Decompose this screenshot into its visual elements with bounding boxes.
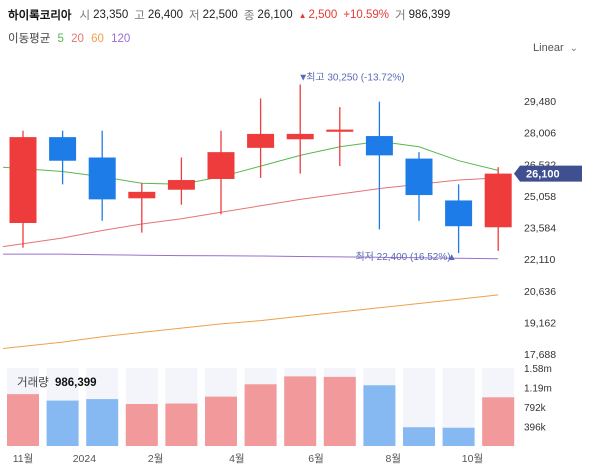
candle-body[interactable] (88, 157, 116, 200)
volume-label: 거 (395, 10, 406, 22)
moving-average-legend[interactable]: 이동평균 5 20 60 120 (8, 30, 130, 46)
candle-body[interactable] (9, 137, 37, 223)
high-value: 26,400 (147, 9, 184, 21)
ma5-legend: 5 (57, 33, 64, 45)
ma20-legend: 20 (71, 33, 84, 45)
x-tick-label: 2024 (73, 453, 97, 465)
y-tick-label: 22,110 (524, 254, 555, 266)
volume-panel-value: 986,399 (54, 377, 97, 389)
volume-bar (363, 385, 396, 446)
scale-dropdown[interactable]: Linear ⌄ (533, 42, 578, 54)
candle-body[interactable] (445, 200, 473, 227)
min-annotation: 최저 22,400 (16.52%) (355, 251, 450, 263)
x-tick-label: 11월 (13, 453, 34, 465)
candle-body[interactable] (167, 180, 195, 190)
current-price-tag: 26,100 (514, 165, 582, 182)
quote-header: 하이록코리아 시 23,350 고 26,400 저 22,500 종 26,1… (8, 6, 456, 24)
high-label: 고 (134, 10, 145, 22)
volume-tick-label: 1.19m (524, 383, 552, 394)
y-tick-label: 20,636 (524, 286, 556, 298)
scale-label: Linear (533, 42, 564, 54)
candle-body[interactable] (326, 129, 354, 132)
close-label: 종 (243, 10, 255, 22)
candles (9, 84, 512, 254)
candle-body[interactable] (49, 137, 77, 161)
min-marker-icon: ▲ (447, 252, 457, 263)
y-tick-label: 23,584 (524, 223, 556, 235)
volume-bar (482, 397, 515, 446)
volume-bar (205, 396, 237, 446)
volume-bar (46, 400, 79, 446)
volume-bars (7, 368, 515, 446)
volume-bar (403, 427, 435, 446)
open-label: 시 (79, 10, 91, 22)
volume-panel-title: 거래량 (17, 377, 49, 389)
candle-body[interactable] (207, 152, 235, 179)
x-tick-label: 4월 (229, 453, 245, 465)
volume-panel-label: 거래량 986,399 (17, 374, 97, 390)
candle-body[interactable] (365, 136, 393, 156)
volume-bar (323, 376, 356, 446)
low-label: 저 (189, 10, 200, 22)
current-price-label: 26,100 (526, 169, 560, 181)
y-tick-label: 29,480 (524, 96, 556, 108)
stock-name: 하이록코리아 (8, 10, 72, 22)
candle-body[interactable] (405, 158, 433, 196)
y-tick-label: 17,688 (524, 349, 556, 361)
volume-bar (125, 404, 158, 446)
volume-bar (284, 376, 317, 446)
annotations: 26,100 ▼최고 30,250 (-13.72%) 최저 22,400 (16.… (298, 72, 582, 263)
max-marker-icon: ▼ (298, 73, 308, 84)
candle-body[interactable] (247, 133, 275, 148)
max-annotation: 최고 30,250 (-13.72%) (306, 72, 404, 84)
volume-tick-label: 396k (524, 422, 547, 433)
x-tick-label: 2월 (148, 453, 164, 465)
y-tick-label: 19,162 (524, 318, 556, 330)
y-tick-label: 25,058 (524, 191, 556, 203)
ma60-legend: 60 (91, 33, 104, 45)
x-tick-label: 6월 (308, 453, 324, 465)
volume-bar (442, 427, 475, 446)
change-value: 2,500 (308, 9, 338, 21)
candle-body[interactable] (286, 133, 314, 140)
x-tick-label: 10월 (462, 453, 483, 465)
axes: 1.58m1.19m792k396k29,48028,00626,53225,0… (13, 96, 557, 465)
volume-tick-label: 1.58m (524, 364, 552, 375)
low-value: 22,500 (202, 9, 238, 21)
moving-average-label: 이동평균 (8, 33, 51, 45)
volume-bar (165, 403, 198, 446)
candle-body[interactable] (484, 173, 512, 228)
open-value: 23,350 (93, 9, 129, 21)
candle-body[interactable] (128, 191, 156, 199)
volume-value: 986,399 (408, 9, 451, 21)
up-arrow-icon: ▲ (298, 10, 307, 20)
y-tick-label: 28,006 (524, 128, 556, 140)
chevron-down-icon: ⌄ (569, 42, 578, 54)
volume-bar (244, 384, 277, 446)
ma60-line (2, 294, 499, 349)
ma120-legend: 120 (111, 33, 131, 45)
ma120-line (3, 253, 499, 260)
volume-bar (86, 399, 119, 446)
x-tick-label: 8월 (386, 453, 402, 465)
change-percent: +10.59% (343, 9, 390, 21)
close-value: 26,100 (257, 9, 293, 21)
volume-tick-label: 792k (524, 403, 547, 414)
volume-bar (7, 394, 39, 446)
